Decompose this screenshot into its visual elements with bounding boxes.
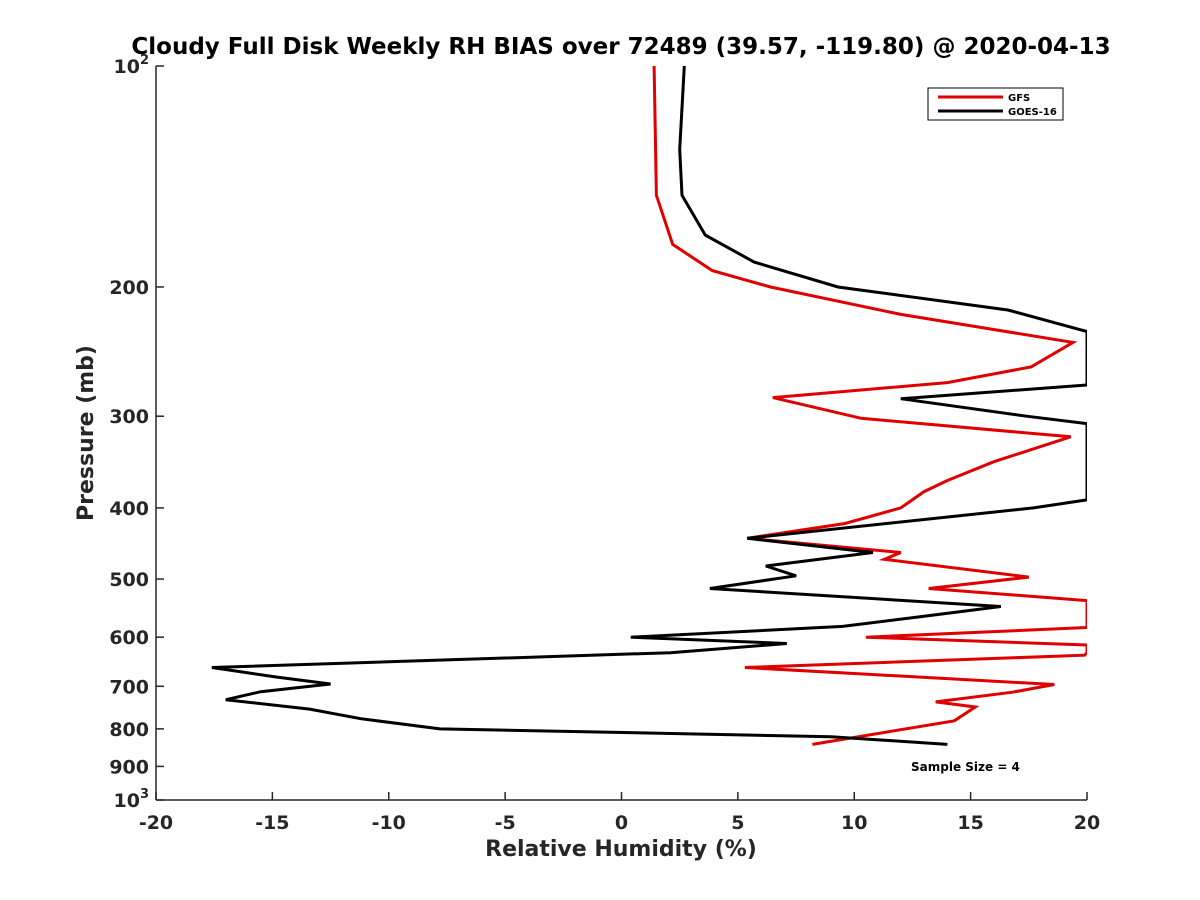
legend-box — [927, 87, 1064, 121]
legend-label-goes16: GOES-16 — [1008, 107, 1057, 118]
x-tick-label: 10 — [841, 812, 867, 834]
legend-label-gfs: GFS — [1008, 93, 1030, 104]
y-tick-label: 200 — [109, 277, 149, 299]
x-axis-label: Relative Humidity (%) — [485, 837, 757, 862]
y-tick-label: 700 — [109, 676, 149, 698]
sample-size-annotation: Sample Size = 4 — [911, 760, 1020, 774]
legend: GFS GOES-16 — [927, 87, 1064, 121]
x-tick-label: 5 — [731, 812, 744, 834]
x-tick-label: -20 — [139, 812, 173, 834]
x-tick-label: -5 — [495, 812, 516, 834]
x-tick-label: -10 — [372, 812, 406, 834]
y-tick-label: 400 — [109, 498, 149, 520]
y-tick-label: 900 — [109, 756, 149, 778]
y-tick-label: 600 — [109, 627, 149, 649]
plot-area — [211, 65, 1087, 746]
chart-title: Cloudy Full Disk Weekly RH BIAS over 724… — [131, 34, 1110, 60]
y-tick-label: 300 — [109, 406, 149, 428]
y-axis-label: Pressure (mb) — [74, 345, 99, 521]
x-tick-label: 15 — [957, 812, 983, 834]
x-ticks: -20 -15 -10 -5 0 5 10 15 20 — [139, 792, 1100, 834]
series-line-goes16 — [211, 65, 1087, 746]
y-tick-label: 102 — [114, 53, 150, 78]
y-tick-label: 500 — [109, 569, 149, 591]
y-tick-label: 800 — [109, 719, 149, 741]
y-tick-label: 103 — [114, 787, 150, 812]
x-tick-label: 20 — [1074, 812, 1100, 834]
y-ticks: 102 200 300 400 500 600 700 800 900 103 — [109, 53, 164, 812]
series-line-gfs — [652, 65, 1087, 746]
x-tick-label: -15 — [255, 812, 289, 834]
x-tick-label: 0 — [615, 812, 628, 834]
